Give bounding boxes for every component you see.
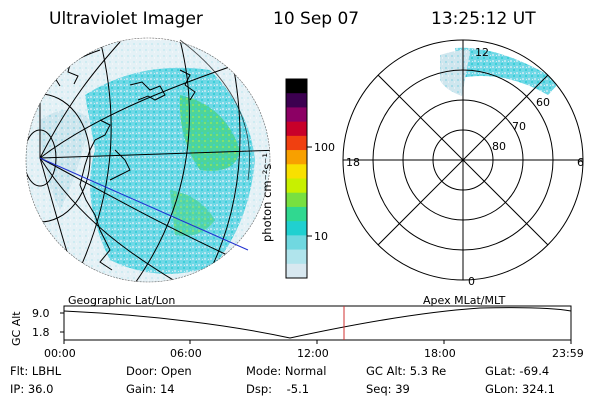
xtick-0000: 00:00	[44, 347, 76, 360]
date-label: 10 Sep 07	[273, 9, 360, 29]
instrument-title: Ultraviolet Imager	[49, 9, 203, 29]
colorbar	[286, 79, 307, 279]
time-label: 13:25:12 UT	[431, 9, 536, 29]
colorbar-band	[286, 150, 307, 165]
colorbar-band	[286, 135, 307, 151]
info-mode: Mode: Normal	[246, 364, 327, 378]
mlt-label-18: 18	[346, 156, 360, 169]
info-glon: GLon: 324.1	[485, 382, 555, 396]
colorbar-unit-label: photon cm⁻²s⁻¹	[260, 153, 274, 242]
colorbar-band	[286, 249, 307, 265]
polar-image	[440, 47, 560, 96]
colorbar-band	[286, 206, 307, 222]
info-glat: GLat: -69.4	[485, 364, 550, 378]
colorbar-band	[286, 121, 307, 137]
left-caption: Geographic Lat/Lon	[68, 294, 176, 307]
timeline-ylabel: GC Alt	[10, 311, 23, 346]
info-gain: Gain: 14	[126, 382, 175, 396]
colorbar-tick-label-10: 10	[314, 230, 328, 243]
info-dsp: Dsp: -5.1	[246, 382, 310, 396]
mlat-label-80: 80	[492, 140, 506, 153]
timeline-plot	[60, 305, 572, 344]
info-filter: Flt: LBHL	[10, 364, 62, 378]
timeline-frame	[63, 305, 572, 341]
colorbar-band	[286, 178, 307, 194]
polar-grid	[342, 39, 584, 281]
colorbar-band	[286, 107, 307, 123]
info-gc-alt: GC Alt: 5.3 Re	[366, 364, 447, 378]
colorbar-band	[286, 164, 307, 179]
xtick-0600: 06:00	[170, 347, 202, 360]
timeline-ticks	[60, 312, 572, 344]
ytick-1-8: 1.8	[32, 326, 50, 339]
globe-image	[26, 40, 270, 282]
colorbar-band	[286, 235, 307, 251]
colorbar-band	[286, 221, 307, 236]
mlt-label-12: 12	[475, 46, 489, 59]
colorbar-frame	[285, 78, 308, 279]
ground-track-line	[39, 157, 249, 251]
info-ip: IP: 36.0	[10, 382, 54, 396]
colorbar-band	[286, 263, 307, 279]
mlt-label-6: 6	[577, 156, 584, 169]
colorbar-tick-label-100: 100	[314, 141, 335, 154]
colorbar-band	[286, 192, 307, 208]
mlat-label-70: 70	[512, 120, 526, 133]
mlt-label-0: 0	[468, 275, 475, 288]
mlat-label-60: 60	[536, 96, 550, 109]
info-door: Door: Open	[126, 364, 192, 378]
ytick-9: 9.0	[32, 307, 50, 320]
colorbar-band	[286, 79, 307, 94]
xtick-2359: 23:59	[552, 347, 584, 360]
right-caption: Apex MLat/MLT	[423, 294, 506, 307]
globe-limb	[25, 37, 271, 283]
colorbar-band	[286, 93, 307, 108]
xtick-1800: 18:00	[424, 347, 456, 360]
altitude-curve	[63, 307, 572, 339]
xtick-1200: 12:00	[297, 347, 329, 360]
info-seq: Seq: 39	[366, 382, 410, 396]
